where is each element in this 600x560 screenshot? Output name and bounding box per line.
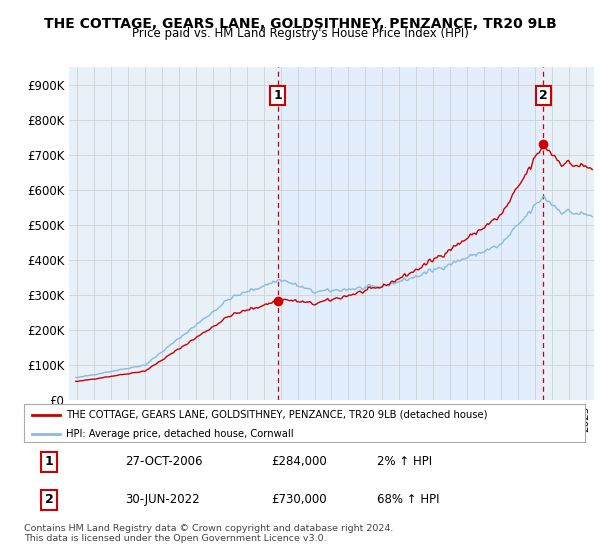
Text: THE COTTAGE, GEARS LANE, GOLDSITHNEY, PENZANCE, TR20 9LB (detached house): THE COTTAGE, GEARS LANE, GOLDSITHNEY, PE… [66,410,488,420]
Text: 68% ↑ HPI: 68% ↑ HPI [377,493,440,506]
Text: 1: 1 [45,455,53,468]
Text: Price paid vs. HM Land Registry's House Price Index (HPI): Price paid vs. HM Land Registry's House … [131,27,469,40]
Text: 30-JUN-2022: 30-JUN-2022 [125,493,200,506]
Text: HPI: Average price, detached house, Cornwall: HPI: Average price, detached house, Corn… [66,429,294,439]
Text: 1: 1 [273,88,282,102]
Text: 27-OCT-2006: 27-OCT-2006 [125,455,202,468]
Text: 2: 2 [45,493,53,506]
Text: £730,000: £730,000 [271,493,326,506]
Text: 2: 2 [539,88,548,102]
Bar [278,67,543,400]
Text: Contains HM Land Registry data © Crown copyright and database right 2024.
This d: Contains HM Land Registry data © Crown c… [24,524,394,543]
Text: £284,000: £284,000 [271,455,326,468]
Text: 2% ↑ HPI: 2% ↑ HPI [377,455,433,468]
Text: THE COTTAGE, GEARS LANE, GOLDSITHNEY, PENZANCE, TR20 9LB: THE COTTAGE, GEARS LANE, GOLDSITHNEY, PE… [44,17,556,31]
